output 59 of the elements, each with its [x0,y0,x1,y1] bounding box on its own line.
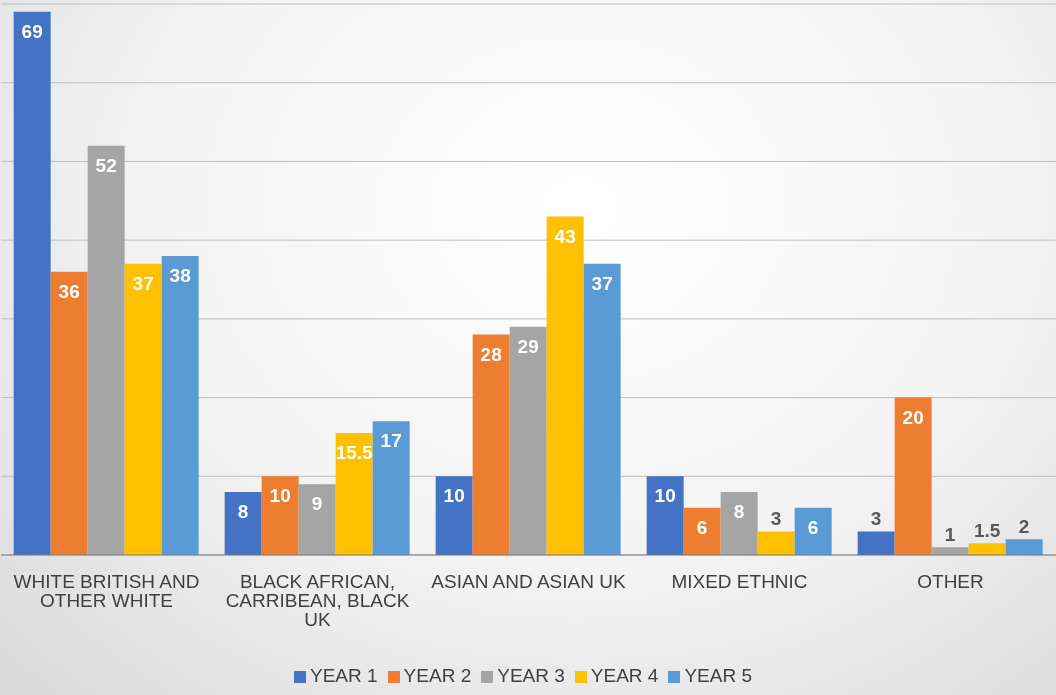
bar [87,145,125,555]
x-tick-label: OTHER [917,571,984,593]
bar [372,421,410,555]
bar [857,531,895,555]
data-label: 38 [169,264,191,286]
data-label: 10 [443,485,465,507]
bar [894,397,932,555]
data-label: 20 [902,406,924,428]
data-label: 10 [269,485,291,507]
bar [124,263,162,555]
legend-label: YEAR 2 [403,665,472,686]
data-label: 52 [95,154,117,176]
bar [161,255,199,555]
data-label: 10 [654,485,676,507]
bar [298,484,336,555]
bar [50,271,88,555]
data-label: 37 [132,272,154,294]
bar [261,476,299,555]
bar [646,476,684,555]
data-label: 6 [696,516,708,538]
data-label: 17 [380,430,402,452]
data-label: 29 [517,335,539,357]
legend-label: YEAR 5 [684,665,752,686]
data-label: 1.5 [973,520,1001,542]
bar [720,492,758,555]
x-tick-label: BLACK AFRICAN, CARRIBEAN, BLACK UK [225,571,410,631]
data-label: 3 [870,508,882,530]
bar [546,216,584,555]
data-label: 8 [733,501,745,523]
bar [757,531,795,555]
data-label: 6 [807,516,819,538]
bar [683,507,721,555]
x-tick-label: ASIAN AND ASIAN UK [431,571,626,593]
data-label: 28 [480,343,502,365]
bar [509,326,547,555]
bar [224,492,262,555]
bar [472,334,510,555]
legend-label: YEAR 1 [310,665,378,686]
bar [1005,539,1043,555]
data-label: 2 [1018,516,1030,538]
bar [968,543,1006,555]
x-tick-label: WHITE BRITISH AND OTHER WHITE [13,571,200,612]
data-label: 37 [591,272,613,294]
legend-label: YEAR 4 [590,665,659,686]
data-label: 43 [554,225,576,247]
data-label: 9 [311,493,323,515]
bar [435,476,473,555]
data-label: 36 [58,280,80,302]
data-label: 69 [21,20,43,42]
data-label: 1 [944,524,956,546]
data-label: 3 [770,508,782,530]
bar [335,432,373,555]
bar [583,263,621,555]
data-label: 15.5 [335,441,374,463]
data-label: 8 [237,501,249,523]
legend-label: YEAR 3 [497,665,565,686]
bar [794,507,832,555]
bar [13,11,51,555]
x-tick-label: MIXED ETHNIC [671,571,808,593]
